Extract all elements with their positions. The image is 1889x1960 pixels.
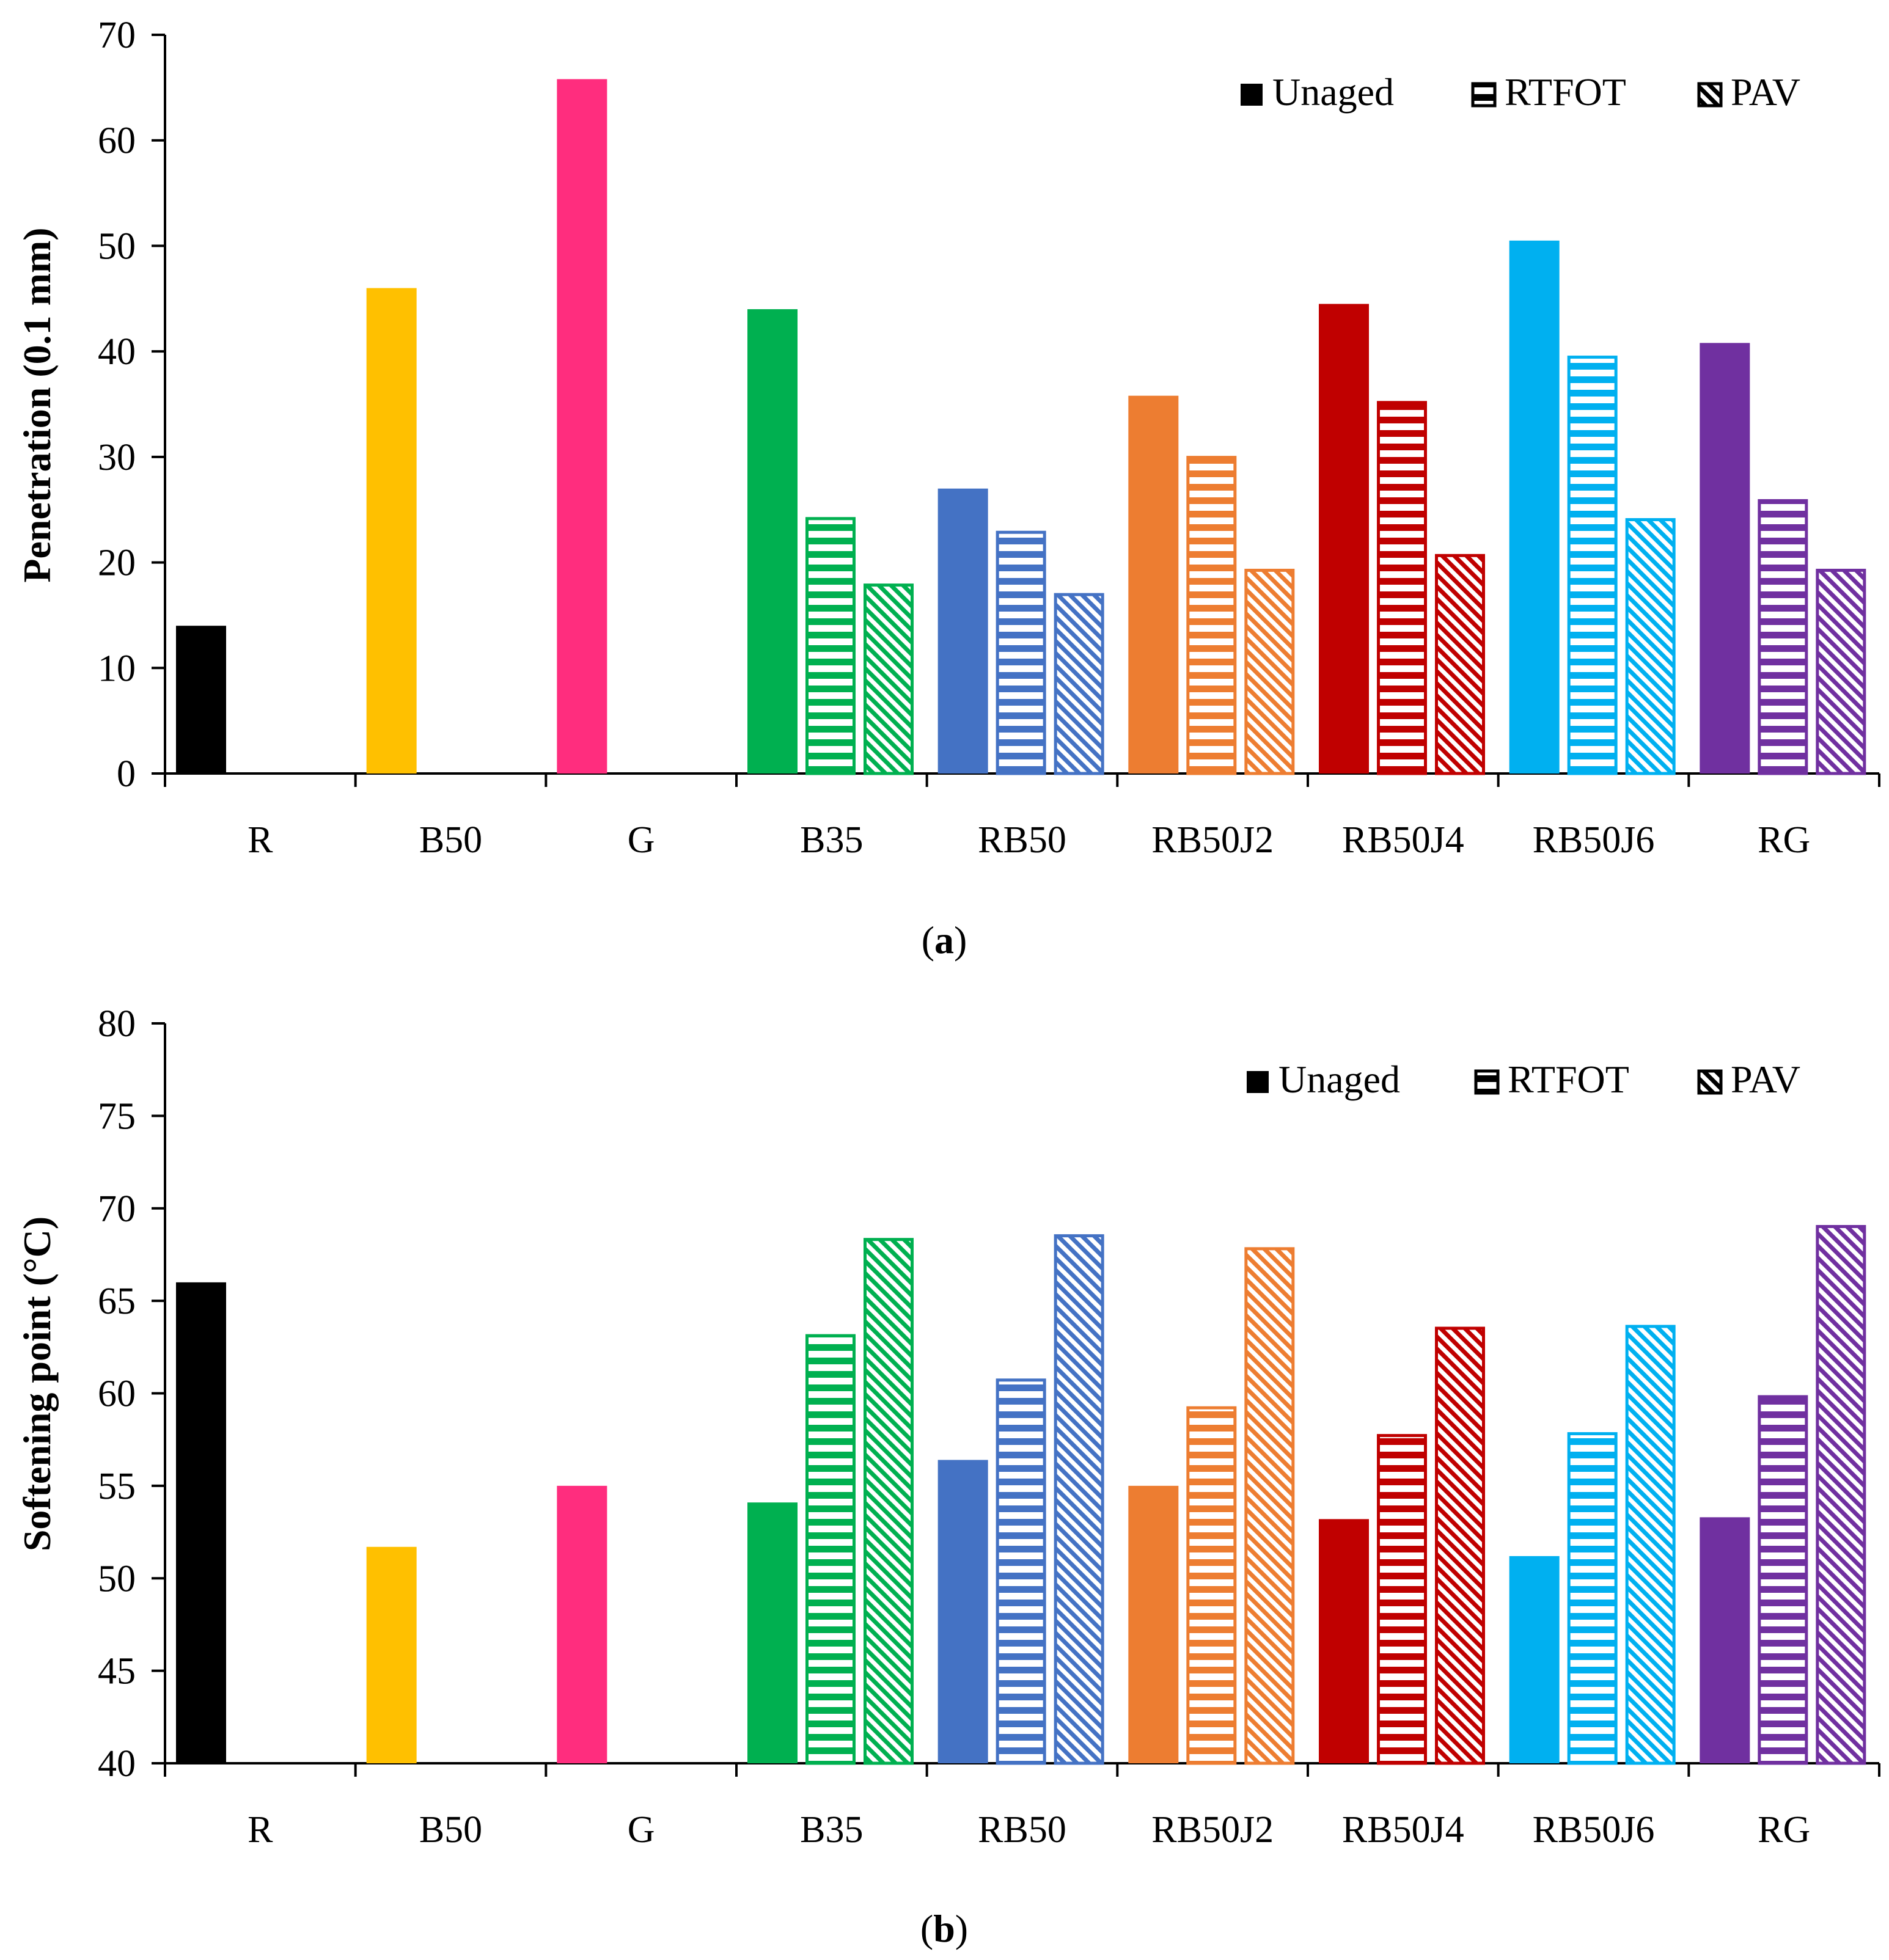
bar-b35-unaged — [747, 309, 798, 773]
legend-rtfot-label: RTFOT — [1508, 1058, 1629, 1101]
bar-rb50j4-pav — [1437, 555, 1484, 773]
x-tick-label-rg: RG — [1758, 819, 1810, 861]
figure: 010203040506070R B50 G B35 RB50 RB50J2 RB50J4 R… — [0, 0, 1889, 1960]
bar-rb50-unaged — [938, 489, 988, 773]
penetration-y-axis-label: Penetration (0.1 mm) — [15, 227, 59, 582]
bar-g-unaged — [557, 1486, 607, 1763]
y-tick-label: 30 — [98, 437, 136, 478]
x-tick-label-rb50: RB50 — [978, 819, 1066, 861]
x-tick-label-rb50j6: RB50J6 — [1533, 1809, 1655, 1851]
bar-rb50j4-rtfot — [1379, 403, 1426, 773]
bar-rb50j6-unaged — [1509, 1556, 1560, 1763]
bar-rg-unaged — [1700, 343, 1750, 773]
bar-rg-pav — [1817, 1226, 1865, 1763]
legend-unaged-label: Unaged — [1278, 1058, 1400, 1101]
y-tick-label: 70 — [98, 1188, 136, 1230]
x-tick-label-g: G — [628, 1809, 655, 1851]
legend-pav-label: PAV — [1731, 70, 1800, 114]
y-tick-label: 40 — [98, 1743, 136, 1785]
bar-rb50j2-unaged — [1128, 396, 1178, 773]
bar-b50-unaged — [367, 288, 417, 773]
softening-y-axis-label: Softening point (°C) — [15, 1216, 59, 1551]
y-tick-label: 60 — [98, 120, 136, 162]
bar-r-unaged — [176, 1282, 226, 1763]
y-tick-label: 80 — [98, 1003, 136, 1045]
x-tick-label-b50: B50 — [419, 819, 482, 861]
x-tick-label-rb50j2: RB50J2 — [1151, 1809, 1274, 1851]
x-tick-label-g: G — [628, 819, 655, 861]
x-tick-label-rb50j6: RB50J6 — [1533, 819, 1655, 861]
y-tick-label: 45 — [98, 1651, 136, 1692]
x-tick-label-rb50: RB50 — [978, 1809, 1066, 1851]
bar-rb50j2-pav — [1246, 570, 1293, 773]
x-tick-label-b50: B50 — [419, 1809, 482, 1851]
legend-unaged-swatch — [1241, 84, 1263, 106]
bar-b35-rtfot — [807, 1336, 854, 1763]
bar-rb50-rtfot — [997, 532, 1044, 773]
x-tick-label-rb50j4: RB50J4 — [1342, 1809, 1464, 1851]
x-tick-label-rg: RG — [1758, 1809, 1810, 1851]
bar-rg-rtfot — [1759, 500, 1806, 773]
bar-b50-unaged — [367, 1547, 417, 1763]
bar-rb50j2-unaged — [1128, 1486, 1178, 1763]
bar-rb50j4-unaged — [1319, 304, 1369, 773]
bar-rb50j2-rtfot — [1188, 458, 1235, 773]
bar-rg-unaged — [1700, 1517, 1750, 1763]
y-tick-label: 60 — [98, 1373, 136, 1415]
y-tick-label: 40 — [98, 331, 136, 373]
legend-pav-swatch — [1699, 84, 1721, 106]
legend-unaged-label: Unaged — [1272, 70, 1394, 114]
legend-pav-swatch — [1699, 1071, 1721, 1093]
bar-rb50-unaged — [938, 1460, 988, 1763]
legend-pav-label: PAV — [1731, 1058, 1800, 1101]
panel-a-caption: (a) — [922, 918, 967, 962]
legend-rtfot-swatch — [1476, 1071, 1498, 1093]
bar-b35-unaged — [747, 1502, 798, 1763]
bar-rb50j6-rtfot — [1569, 1434, 1616, 1763]
y-tick-label: 65 — [98, 1281, 136, 1322]
bar-rg-pav — [1817, 570, 1865, 773]
bar-rb50j4-pav — [1437, 1328, 1484, 1763]
bar-rb50j6-pav — [1627, 1326, 1674, 1763]
y-tick-label: 50 — [98, 1558, 136, 1600]
bar-rb50-pav — [1055, 594, 1102, 773]
panel-b-caption: (b) — [920, 1907, 968, 1950]
bar-rb50j2-pav — [1246, 1249, 1293, 1763]
y-tick-label: 55 — [98, 1466, 136, 1507]
bar-rb50j4-rtfot — [1379, 1436, 1426, 1763]
bar-b35-pav — [865, 1240, 912, 1763]
y-tick-label: 70 — [98, 15, 136, 56]
softening-legend: Unaged RTFOT PAV — [1247, 1058, 1800, 1101]
bar-rb50j4-unaged — [1319, 1519, 1369, 1763]
x-tick-label-r: R — [248, 819, 273, 861]
bar-rb50j2-rtfot — [1188, 1408, 1235, 1763]
legend-rtfot-label: RTFOT — [1505, 70, 1626, 114]
bar-g-unaged — [557, 79, 607, 773]
legend-rtfot-swatch — [1473, 84, 1495, 106]
bar-r-unaged — [176, 626, 226, 773]
x-tick-label-rb50j4: RB50J4 — [1342, 819, 1464, 861]
y-tick-label: 75 — [98, 1095, 136, 1137]
y-tick-label: 50 — [98, 225, 136, 267]
y-tick-label: 10 — [98, 648, 136, 689]
bar-b35-pav — [865, 585, 912, 773]
bar-b35-rtfot — [807, 519, 854, 773]
y-tick-label: 0 — [117, 753, 136, 795]
x-tick-label-rb50j2: RB50J2 — [1151, 819, 1274, 861]
penetration-legend: Unaged RTFOT PAV — [1241, 70, 1800, 114]
legend-unaged-swatch — [1247, 1071, 1269, 1093]
bar-rb50j6-unaged — [1509, 241, 1560, 773]
bar-rb50j6-pav — [1627, 520, 1674, 773]
x-tick-label-b35: B35 — [800, 819, 863, 861]
bar-rg-rtfot — [1759, 1397, 1806, 1763]
x-tick-label-r: R — [248, 1809, 273, 1851]
bar-rb50-pav — [1055, 1236, 1102, 1763]
bar-rb50-rtfot — [997, 1380, 1044, 1763]
y-tick-label: 20 — [98, 543, 136, 584]
bar-rb50j6-rtfot — [1569, 357, 1616, 773]
x-tick-label-b35: B35 — [800, 1809, 863, 1851]
